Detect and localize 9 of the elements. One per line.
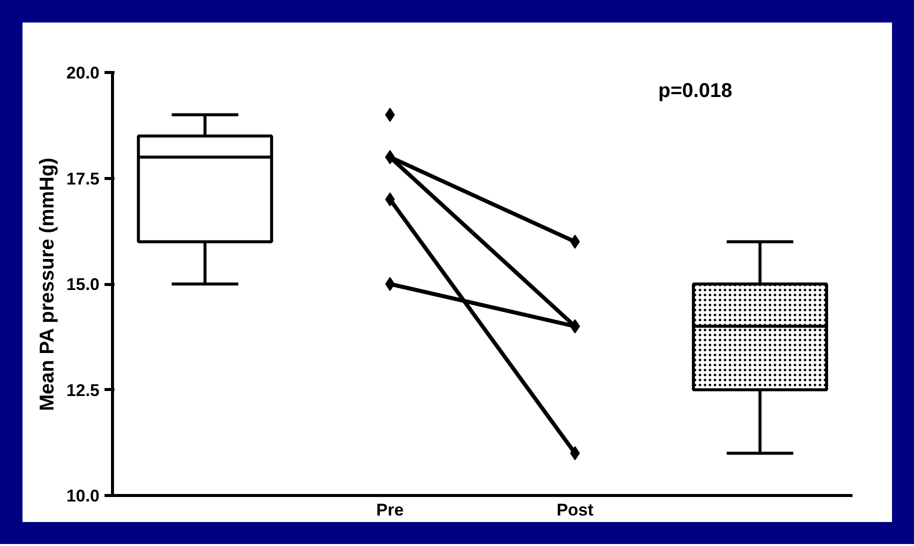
x-tick-label: Post (556, 500, 594, 520)
y-tick-label: 15.0 (66, 275, 100, 294)
y-tick-label: 20.0 (66, 64, 100, 82)
annotation: p=0.018 (658, 80, 732, 102)
y-tick-label: 12.5 (66, 380, 100, 400)
x-tick-label: Pre (376, 500, 404, 520)
y-tick-label: 10.0 (66, 486, 100, 506)
y-tick-label: 17.5 (66, 169, 100, 188)
y-axis-title: Mean PA pressure (mmHg) (36, 158, 58, 412)
